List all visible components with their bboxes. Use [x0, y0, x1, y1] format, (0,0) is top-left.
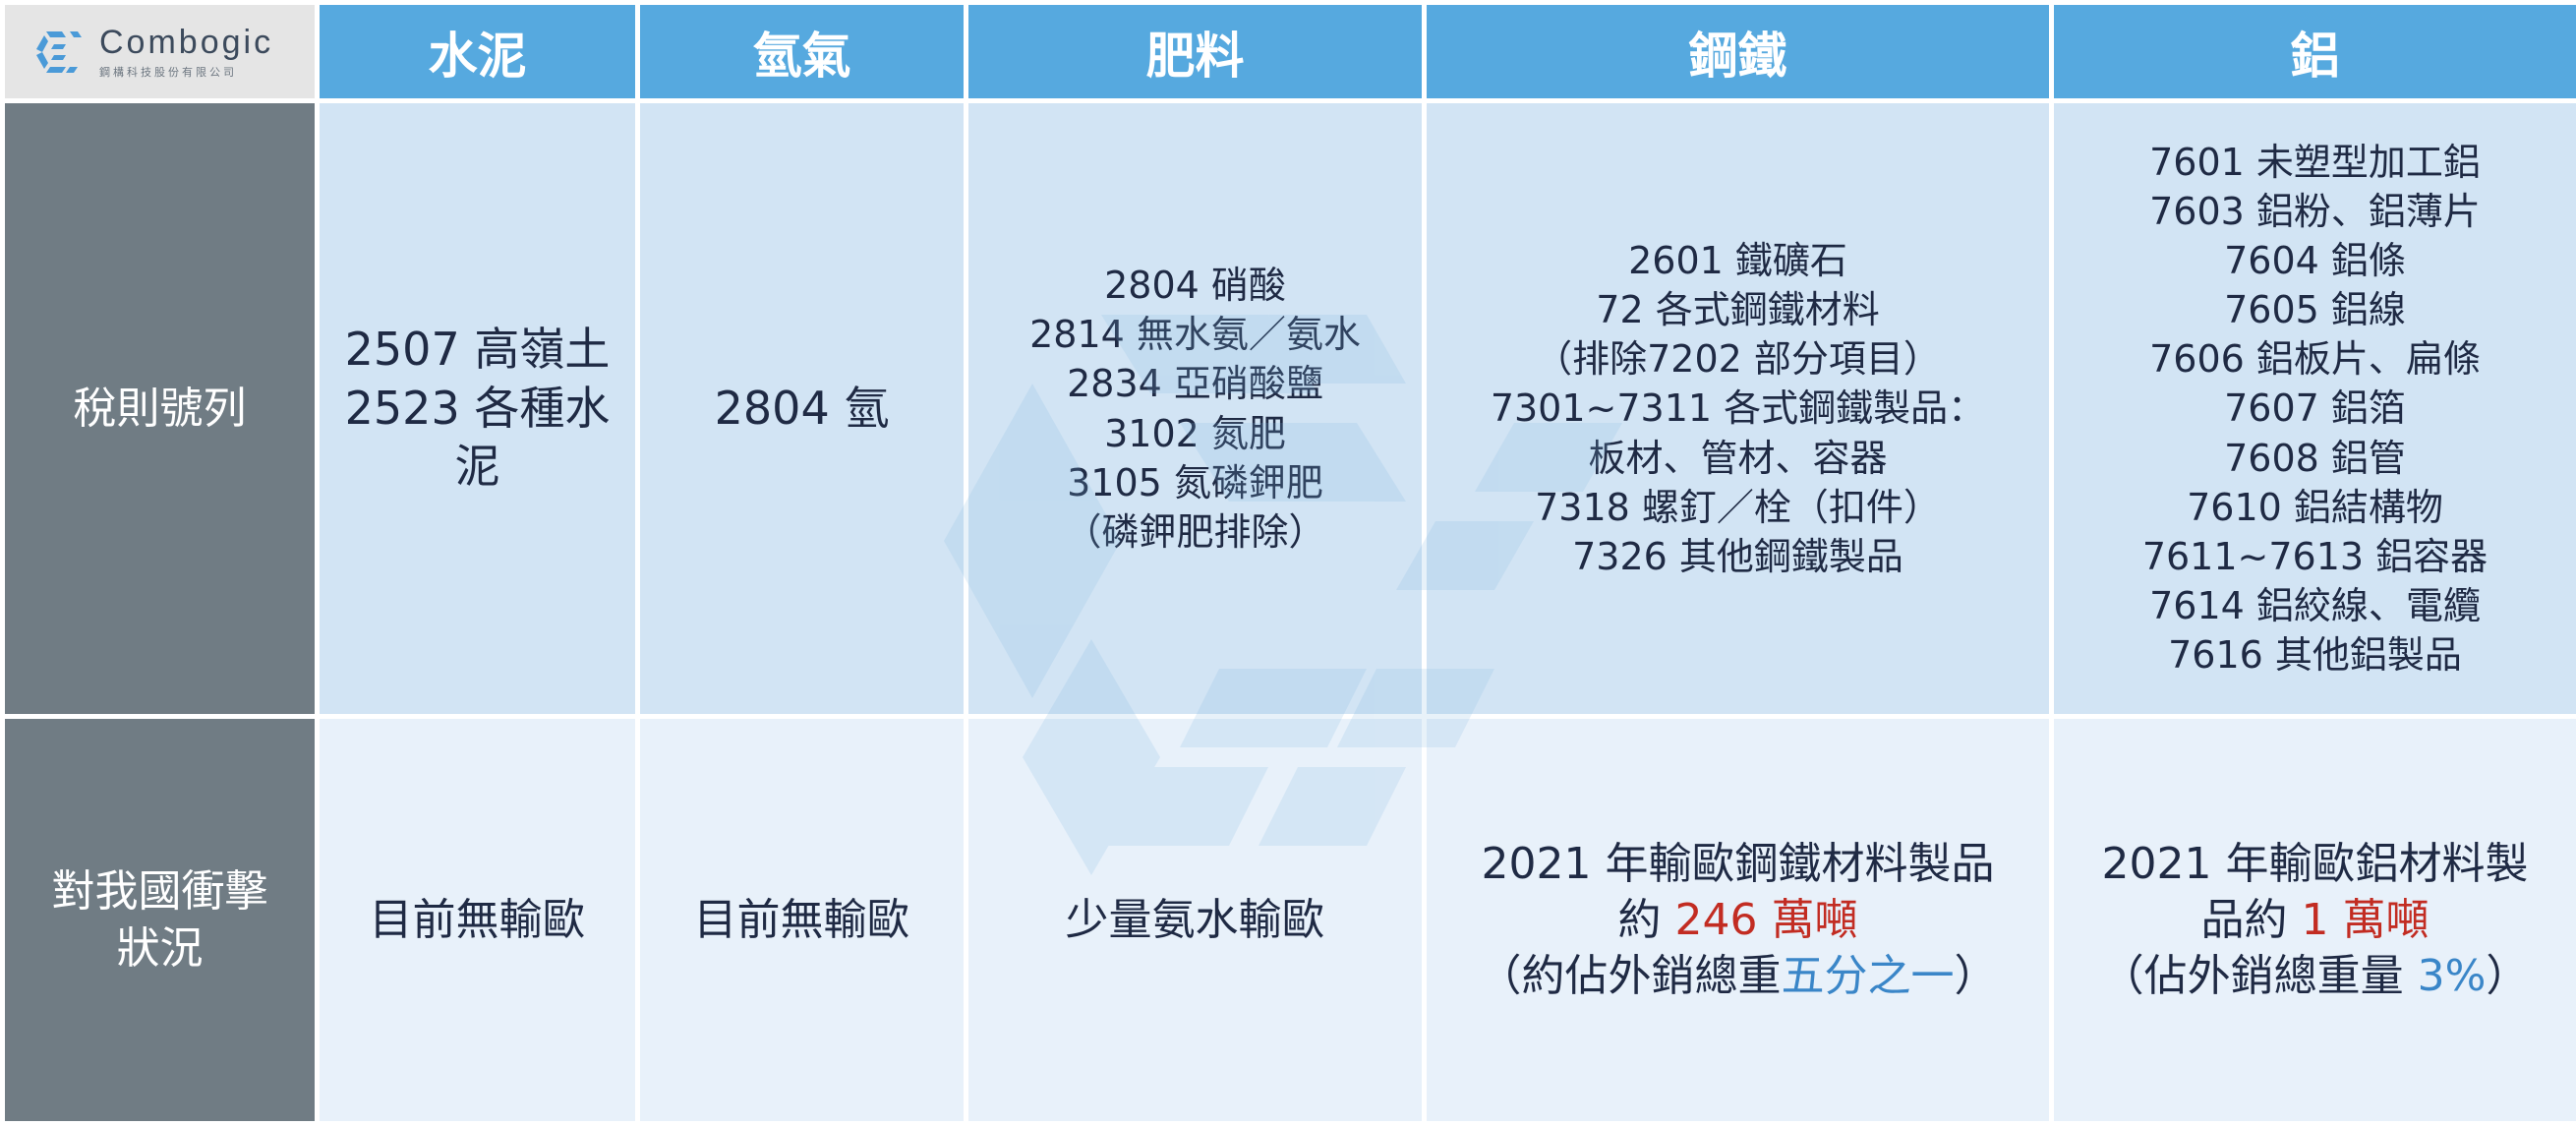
tariff-cement-cell: 2507 高嶺土 2523 各種水 泥	[318, 101, 638, 717]
impact-hydrogen-cell: 目前無輸歐	[638, 717, 966, 1124]
tariff-line: 7318 螺釘／栓（扣件）	[1436, 483, 2039, 532]
highlight-amount: 1 萬噸	[2302, 895, 2430, 945]
row-label-line: 對我國衝擊	[15, 863, 305, 919]
tariff-line: 2507 高嶺土	[329, 321, 625, 380]
tariff-hydrogen-cell: 2804 氫	[638, 101, 966, 717]
column-header-aluminum: 鋁	[2052, 3, 2576, 101]
impact-text: （佔外銷總重量	[2101, 951, 2418, 1001]
tariff-row: 稅則號列 2507 高嶺土 2523 各種水 泥 2804 氫 2804 硝酸 …	[3, 101, 2576, 717]
tariff-line: 7610 鋁結構物	[2064, 483, 2566, 532]
tariff-line: 2804 硝酸	[978, 261, 1412, 310]
tariff-line: 7301~7311 各式鋼鐵製品：	[1436, 384, 2039, 433]
tariff-line: 7604 鋁條	[2064, 236, 2566, 285]
impact-aluminum-cell: 2021 年輸歐鋁材料製 品約 1 萬噸 （佔外銷總重量 3%）	[2052, 717, 2576, 1124]
column-header-fertilizer: 肥料	[966, 3, 1425, 101]
impact-line: 品約 1 萬噸	[2064, 892, 2566, 948]
column-header-cement: 水泥	[318, 3, 638, 101]
tariff-line: 7601 未塑型加工鋁	[2064, 138, 2566, 187]
tariff-line: 7603 鋁粉、鋁薄片	[2064, 187, 2566, 236]
tariff-line: 7607 鋁箔	[2064, 384, 2566, 433]
tariff-line: 7606 鋁板片、扁條	[2064, 334, 2566, 384]
tariff-line: 7608 鋁管	[2064, 434, 2566, 483]
company-logo: Combogic 鋼構科技股份有限公司	[3, 3, 318, 101]
tariff-line: 泥	[329, 438, 625, 497]
tariff-steel-cell: 2601 鐵礦石 72 各式鋼鐵材料 （排除7202 部分項目） 7301~73…	[1425, 101, 2052, 717]
impact-cement-cell: 目前無輸歐	[318, 717, 638, 1124]
tariff-line: （排除7202 部分項目）	[1436, 334, 2039, 384]
impact-line: 2021 年輸歐鋁材料製	[2064, 836, 2566, 892]
impact-line: （佔外銷總重量 3%）	[2064, 948, 2566, 1004]
column-header-steel: 鋼鐵	[1425, 3, 2052, 101]
tariff-line: 3102 氮肥	[978, 409, 1412, 458]
impact-line: 2021 年輸歐鋼鐵材料製品	[1436, 836, 2039, 892]
logo-subtitle: 鋼構科技股份有限公司	[99, 64, 237, 80]
impact-steel-cell: 2021 年輸歐鋼鐵材料製品 約 246 萬噸 （約佔外銷總重五分之一）	[1425, 717, 2052, 1124]
tariff-line: 7616 其他鋁製品	[2064, 630, 2566, 680]
combogic-logo-icon	[32, 28, 86, 77]
impact-text: 約	[1618, 895, 1675, 945]
tariff-line: 2814 無水氨／氨水	[978, 310, 1412, 359]
logo-name: Combogic	[99, 24, 273, 62]
impact-line: （約佔外銷總重五分之一）	[1436, 948, 2039, 1004]
tariff-aluminum-cell: 7601 未塑型加工鋁 7603 鋁粉、鋁薄片 7604 鋁條 7605 鋁線 …	[2052, 101, 2576, 717]
tariff-line: 7614 鋁絞線、電纜	[2064, 581, 2566, 630]
tariff-fertilizer-cell: 2804 硝酸 2814 無水氨／氨水 2834 亞硝酸鹽 3102 氮肥 31…	[966, 101, 1425, 717]
header-row: Combogic 鋼構科技股份有限公司 水泥 氫氣 肥料 鋼鐵 鋁	[3, 3, 2576, 101]
impact-line: 約 246 萬噸	[1436, 892, 2039, 948]
impact-text: （約佔外銷總重	[1479, 951, 1782, 1001]
tariff-line: 3105 氮磷鉀肥	[978, 458, 1412, 507]
impact-text: ）	[2486, 951, 2529, 1001]
tariff-line: 72 各式鋼鐵材料	[1436, 285, 2039, 334]
row-label-impact: 對我國衝擊 狀況	[3, 717, 318, 1124]
tariff-line: 2804 氫	[650, 380, 954, 439]
impact-text: 品約	[2201, 895, 2302, 945]
impact-row: 對我國衝擊 狀況 目前無輸歐 目前無輸歐 少量氨水輸歐 2021 年輸歐鋼鐵材料…	[3, 717, 2576, 1124]
tariff-line: 板材、管材、容器	[1436, 434, 2039, 483]
highlight-share: 五分之一	[1782, 951, 1955, 1001]
row-label-tariff: 稅則號列	[3, 101, 318, 717]
tariff-line: 2834 亞硝酸鹽	[978, 359, 1412, 408]
tariff-line: 2523 各種水	[329, 380, 625, 439]
tariff-line: 7611~7613 鋁容器	[2064, 532, 2566, 581]
impact-text: ）	[1955, 951, 1998, 1001]
tariff-line: 2601 鐵礦石	[1436, 236, 2039, 285]
highlight-share: 3%	[2418, 951, 2487, 1001]
tariff-line: 7605 鋁線	[2064, 285, 2566, 334]
row-label-line: 狀況	[15, 920, 305, 977]
tariff-line: （磷鉀肥排除）	[978, 507, 1412, 557]
impact-fertilizer-cell: 少量氨水輸歐	[966, 717, 1425, 1124]
tariff-line: 7326 其他鋼鐵製品	[1436, 532, 2039, 581]
highlight-amount: 246 萬噸	[1675, 895, 1858, 945]
column-header-hydrogen: 氫氣	[638, 3, 966, 101]
